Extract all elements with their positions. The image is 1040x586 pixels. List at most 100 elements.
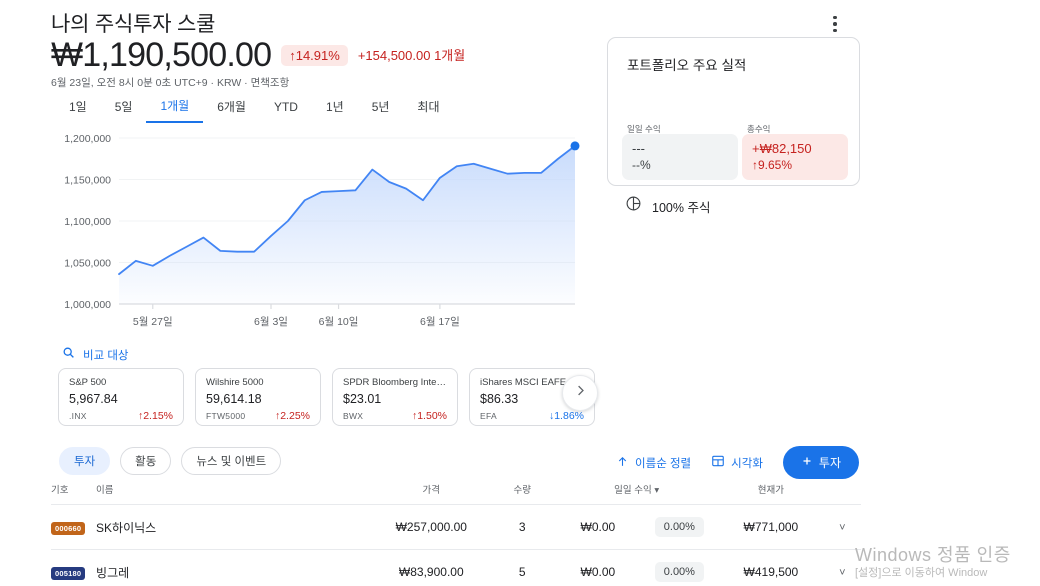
cell-quantity: 3 [489, 504, 556, 550]
visualize-button[interactable]: 시각화 [711, 454, 763, 471]
chevron-down-icon[interactable]: ˅ [839, 522, 846, 534]
arrow-up-icon [616, 455, 629, 471]
col-symbol[interactable]: 기호 [51, 482, 97, 505]
allocation-row: 100% 주식 [625, 195, 710, 217]
tab-1m[interactable]: 1개월 [146, 93, 204, 123]
daily-return-label: 일일 수익 [627, 124, 661, 134]
comparison-symbol: BWX [343, 411, 364, 421]
add-investment-button[interactable]: 투자 [782, 446, 859, 479]
portfolio-total-value: ₩1,190,500.00 [51, 36, 272, 74]
cell-current-value: ₩771,000 [718, 504, 824, 550]
col-current-value[interactable]: 현재가 [718, 482, 824, 505]
sort-by-name-button[interactable]: 이름순 정렬 [616, 455, 691, 471]
symbol-badge: 005180 [51, 566, 86, 580]
y-axis-tick-label: 1,100,000 [64, 216, 111, 228]
daily-return-percent: --% [632, 157, 651, 172]
symbol-badge: 000660 [51, 521, 86, 535]
range-tabs: 1일 5일 1개월 6개월 YTD 1년 5년 최대 [55, 93, 454, 123]
chevron-down-icon[interactable]: ˅ [839, 567, 846, 579]
plus-icon [801, 455, 813, 470]
col-expand [823, 482, 861, 505]
col-price[interactable]: 가격 [373, 482, 490, 505]
col-quantity[interactable]: 수량 [489, 482, 556, 505]
cell-expand[interactable]: ˅ [823, 504, 861, 550]
cell-quantity: 5 [489, 549, 556, 586]
chart-line [118, 144, 576, 276]
windows-activation-watermark: Windows 정품 인증 [설정]으로 이동하여 Window [855, 545, 1040, 580]
cell-current-value: ₩419,500 [718, 549, 824, 586]
cell-name: 빙그레 [96, 549, 374, 586]
compare-button[interactable]: 비교 대상 [62, 346, 129, 364]
tab-1d[interactable]: 1일 [69, 100, 87, 114]
watermark-line-2: [설정]으로 이동하여 Window [855, 566, 988, 579]
chart-svg: 1,000,000 1,050,000 1,100,000 1,150,000 1,20… [64, 133, 580, 328]
allocation-text: 100% 주식 [652, 200, 711, 215]
table-actions: 이름순 정렬 시각화 투자 [616, 446, 859, 479]
chevron-right-icon [573, 383, 588, 403]
comparison-card[interactable]: SPDR Bloomberg Intern… $23.01 BWX ↑1.50% [332, 368, 458, 426]
table-header-row: 기호 이름 가격 수량 일일 수익 ▾ 현재가 [51, 482, 861, 505]
cell-symbol: 000660 [51, 504, 97, 550]
cell-daily-percent: 0.00% [640, 549, 719, 586]
x-axis-tick-label: 6월 3일 [254, 315, 288, 328]
chip-news-events[interactable]: 뉴스 및 이벤트 [181, 447, 282, 475]
comparison-name: SPDR Bloomberg Intern… [343, 377, 447, 388]
chip-investments[interactable]: 투자 [59, 447, 111, 475]
cell-daily-percent: 0.00% [640, 504, 719, 550]
quote-timestamp-subtitle: 6월 23일, 오전 8시 0분 0초 UTC+9 · KRW · 면책조항 [51, 77, 290, 89]
comparison-card[interactable]: S&P 500 5,967.84 .INX ↑2.15% [58, 368, 184, 426]
portfolio-highlights-card: 포트폴리오 주요 실적 일일 수익 --- --% 총수익 +₩82,150 ↑… [607, 37, 860, 215]
change-absolute-text: +154,500.00 1개월 [357, 48, 466, 63]
daily-return-box: --- --% [622, 134, 738, 180]
comparison-name: Wilshire 5000 [206, 377, 264, 388]
section-chips: 투자 활동 뉴스 및 이벤트 [59, 447, 282, 475]
add-investment-label: 투자 [818, 456, 841, 470]
comparison-change: ↑1.50% [411, 410, 447, 422]
kebab-dot [833, 28, 837, 33]
y-axis-tick-label: 1,200,000 [64, 133, 111, 145]
comparison-change: ↑2.25% [274, 410, 310, 422]
table-row[interactable]: 000660 SK하이닉스 ₩257,000.00 3 ₩0.00 0.00% ₩771,0… [51, 504, 861, 550]
cell-symbol: 005180 [51, 549, 97, 586]
comparison-value: $23.01 [343, 392, 382, 406]
cell-price: ₩83,900.00 [373, 549, 490, 586]
kebab-dot [833, 22, 837, 26]
comparison-change: ↑2.15% [137, 410, 173, 422]
comparison-name: S&P 500 [69, 377, 107, 388]
tab-5d[interactable]: 5일 [114, 100, 133, 114]
tab-5y[interactable]: 5년 [371, 100, 390, 114]
total-return-box: +₩82,150 ↑9.65% [742, 134, 848, 180]
kebab-menu-icon[interactable] [823, 12, 847, 36]
col-daily-return-label: 일일 수익 [614, 485, 652, 496]
chart-end-marker [570, 141, 580, 151]
comparison-value: 59,614.18 [206, 392, 262, 406]
y-axis-tick-label: 1,000,000 [64, 299, 111, 311]
col-name[interactable]: 이름 [96, 482, 374, 505]
cell-expand[interactable]: ˅ [823, 549, 861, 586]
watermark-line-1: Windows 정품 인증 [855, 545, 1011, 566]
y-axis-tick-label: 1,150,000 [64, 175, 111, 187]
tab-6m[interactable]: 6개월 [217, 100, 246, 114]
portfolio-value-chart[interactable]: 1,000,000 1,050,000 1,100,000 1,150,000 1,20… [51, 122, 581, 332]
holdings-table: 기호 이름 가격 수량 일일 수익 ▾ 현재가 000660 SK하이닉스 ₩257… [51, 482, 861, 586]
pie-chart-icon [625, 195, 642, 217]
col-daily-return[interactable]: 일일 수익 ▾ [555, 482, 719, 505]
compare-label: 비교 대상 [83, 350, 129, 362]
cell-price: ₩257,000.00 [373, 504, 490, 550]
portfolio-card-title: 포트폴리오 주요 실적 [627, 58, 747, 73]
tab-max[interactable]: 최대 [417, 100, 440, 114]
tab-1y[interactable]: 1년 [325, 100, 344, 114]
comparison-card[interactable]: Wilshire 5000 59,614.18 FTW5000 ↑2.25% [195, 368, 321, 426]
table-row[interactable]: 005180 빙그레 ₩83,900.00 5 ₩0.00 0.00% ₩419,500 ˅ [51, 549, 861, 586]
kebab-dot [833, 15, 837, 20]
chip-activity[interactable]: 활동 [120, 447, 172, 475]
comparison-next-button[interactable] [562, 375, 598, 411]
comparison-symbol: EFA [480, 411, 497, 421]
caret-down-icon: ▾ [654, 485, 660, 496]
x-axis-tick-label: 6월 17일 [420, 315, 460, 328]
comparison-value: $86.33 [480, 392, 519, 406]
total-return-label: 총수익 [747, 124, 771, 134]
page-title: 나의 주식투자 스쿨 [51, 13, 216, 36]
tab-ytd[interactable]: YTD [273, 99, 298, 114]
total-return-percent: ↑9.65% [752, 157, 793, 172]
